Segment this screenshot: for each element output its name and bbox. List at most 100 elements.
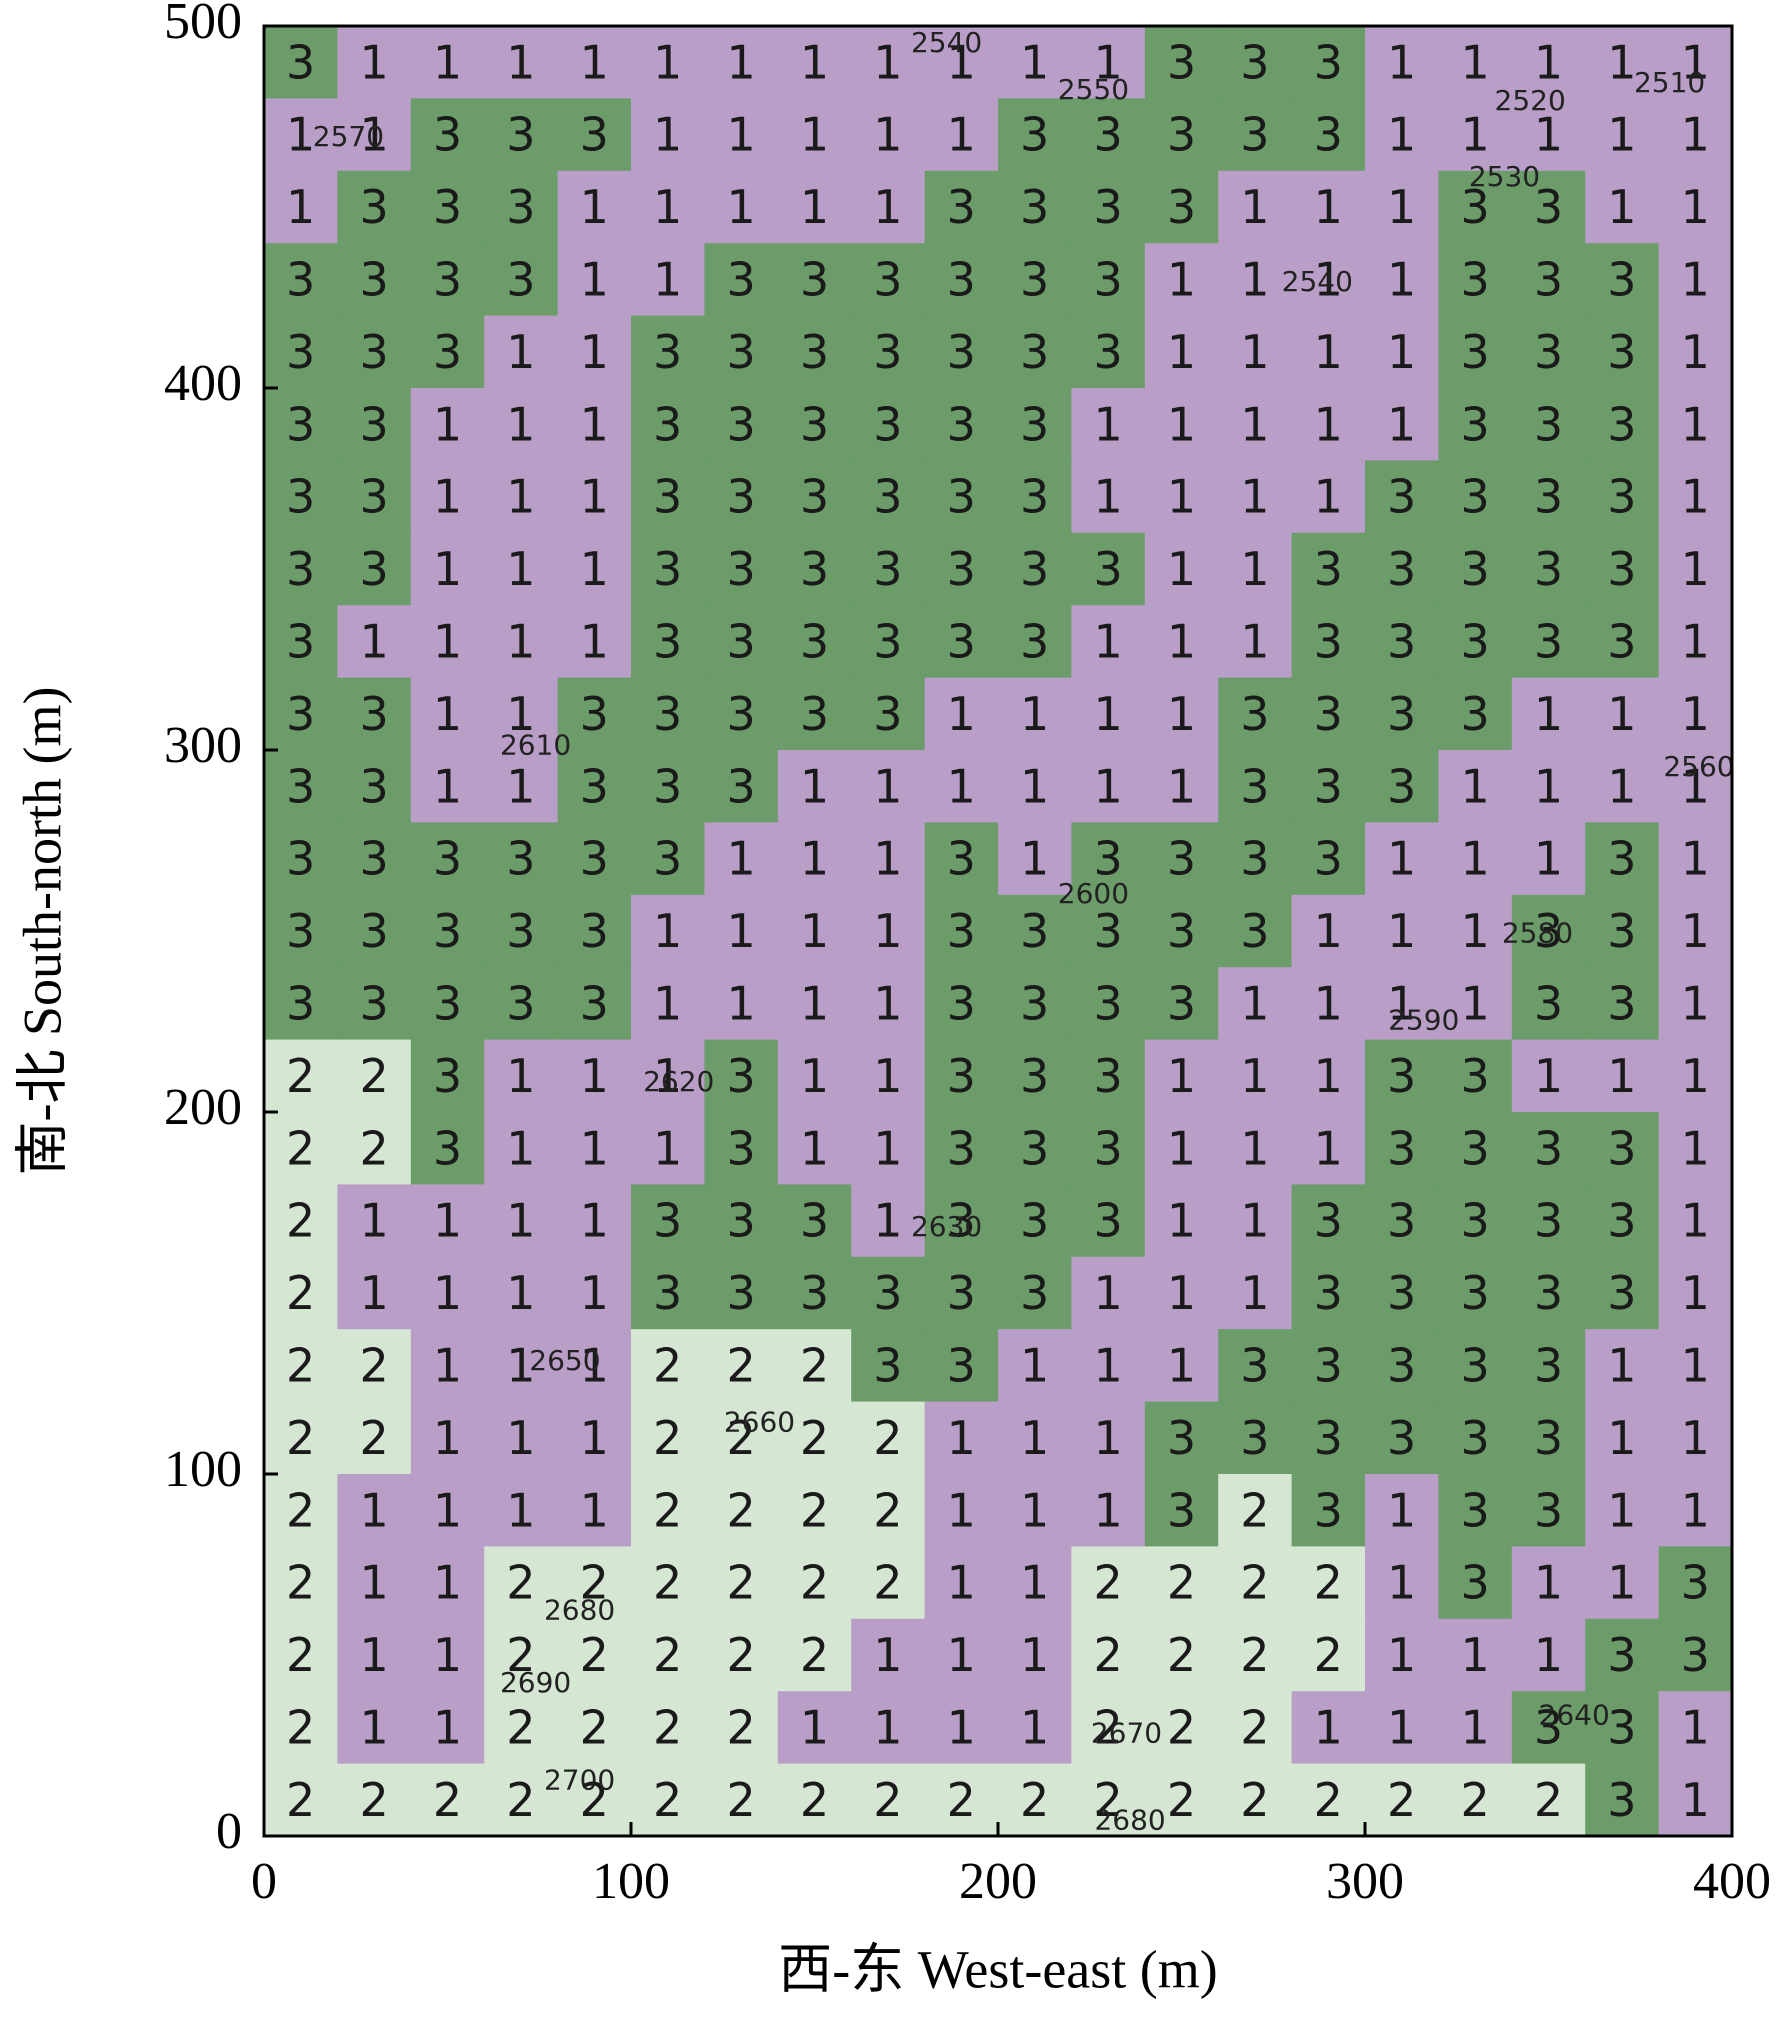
cell <box>557 750 632 823</box>
cell <box>337 1546 412 1620</box>
cell-label: 1 <box>1020 1339 1049 1393</box>
cell-label: 1 <box>1314 397 1343 451</box>
cell-label: 3 <box>1240 759 1269 813</box>
cell <box>264 1329 338 1403</box>
cell-label: 1 <box>1387 904 1416 958</box>
cell-label: 3 <box>1093 977 1122 1031</box>
cell-label: 1 <box>1387 1483 1416 1537</box>
cell <box>1218 750 1293 823</box>
cell-label: 1 <box>359 1701 388 1755</box>
cell <box>1071 315 1146 389</box>
cell-label: 3 <box>873 1266 902 1320</box>
cell-label: 2 <box>1093 1773 1122 1827</box>
cell-label: 1 <box>1681 542 1710 596</box>
cell <box>851 822 926 896</box>
cell-label: 3 <box>1314 108 1343 162</box>
cell <box>1438 315 1513 389</box>
cell <box>1438 460 1513 534</box>
cell-label: 3 <box>1093 1194 1122 1248</box>
cell-label: 3 <box>506 977 535 1031</box>
cell <box>484 1763 559 1837</box>
cell <box>1658 750 1733 823</box>
cell-label: 1 <box>1607 1556 1636 1610</box>
cell-label: 3 <box>1534 1194 1563 1248</box>
cell-label: 3 <box>359 180 388 234</box>
cell-label: 3 <box>1167 108 1196 162</box>
cell <box>1144 822 1219 896</box>
cell <box>998 98 1072 172</box>
cell <box>777 388 852 461</box>
cell <box>704 1691 779 1765</box>
cell <box>557 1691 632 1765</box>
cell <box>631 532 705 606</box>
cell-label: 3 <box>580 687 609 741</box>
cell <box>1438 1256 1513 1330</box>
cell-label: 2 <box>653 1411 682 1465</box>
cell-label: 3 <box>1020 1121 1049 1175</box>
cell-label: 3 <box>1460 1049 1489 1103</box>
cell-label: 3 <box>1240 687 1269 741</box>
cell-label: 3 <box>1534 1266 1563 1320</box>
cell <box>1585 1763 1660 1837</box>
cell-label: 2 <box>580 1701 609 1755</box>
cell <box>704 750 779 823</box>
cell <box>1511 967 1586 1041</box>
cell-label: 3 <box>1314 687 1343 741</box>
cell <box>1511 532 1586 606</box>
cell <box>1218 605 1293 679</box>
cell <box>998 1401 1072 1475</box>
cell-label: 1 <box>580 1483 609 1537</box>
cell-label: 2 <box>286 1411 315 1465</box>
cell-label: 3 <box>506 253 535 307</box>
cell-label: 3 <box>1387 1121 1416 1175</box>
cell <box>1365 315 1439 389</box>
cell <box>1585 1329 1660 1403</box>
cell <box>1071 822 1146 896</box>
cell-label: 3 <box>1314 759 1343 813</box>
cell-label: 3 <box>1314 1194 1343 1248</box>
cell-label: 1 <box>1314 904 1343 958</box>
cell-label: 3 <box>947 1339 976 1393</box>
cell-label: 3 <box>653 615 682 669</box>
cell <box>557 1618 632 1692</box>
cell <box>484 967 559 1041</box>
cell-label: 1 <box>1093 1483 1122 1537</box>
cell <box>1291 98 1366 172</box>
cell-label: 3 <box>726 325 755 379</box>
cell <box>924 170 999 244</box>
cell-label: 1 <box>1681 1701 1710 1755</box>
cell <box>631 822 705 896</box>
cell <box>998 894 1072 968</box>
cell <box>998 388 1072 461</box>
cell-label: 2 <box>653 1701 682 1755</box>
cell <box>777 1401 852 1475</box>
cell <box>1585 1546 1660 1620</box>
cell <box>851 750 926 823</box>
cell-label: 1 <box>1534 759 1563 813</box>
cell-label: 1 <box>359 108 388 162</box>
x-tick-label: 200 <box>959 1853 1037 1910</box>
cell <box>410 1401 485 1475</box>
y-tick-label: 300 <box>164 717 242 774</box>
cell-label: 3 <box>506 180 535 234</box>
cell <box>410 388 485 461</box>
cell-label: 3 <box>1093 1121 1122 1175</box>
cell <box>1144 243 1219 317</box>
cell <box>1218 1763 1293 1837</box>
cell-label: 1 <box>1460 832 1489 886</box>
cell <box>704 388 779 461</box>
cell <box>1438 822 1513 896</box>
cell-label: 3 <box>726 1266 755 1320</box>
cell <box>484 677 559 751</box>
cell <box>337 315 412 389</box>
cell <box>777 98 852 172</box>
cell-label: 3 <box>1387 1194 1416 1248</box>
cell <box>1438 98 1513 172</box>
cell <box>410 1691 485 1765</box>
cell <box>1585 822 1660 896</box>
cell <box>1585 98 1660 172</box>
cell <box>1511 750 1586 823</box>
cell-label: 3 <box>433 832 462 886</box>
cell <box>1585 605 1660 679</box>
cell-label: 1 <box>726 180 755 234</box>
